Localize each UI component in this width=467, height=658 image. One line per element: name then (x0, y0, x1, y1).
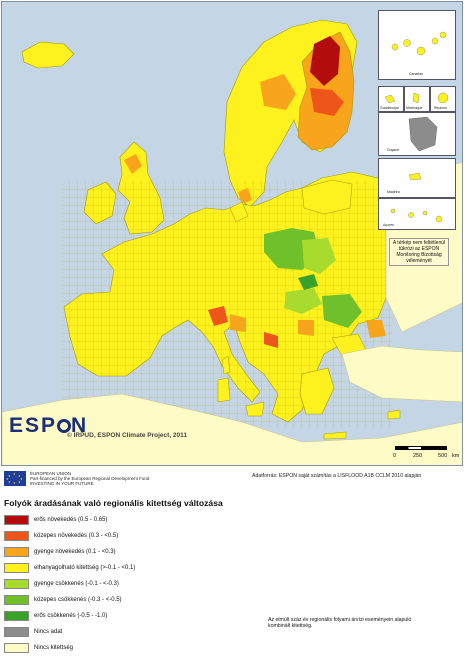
legend-item: közepes csökkenés (-0.3 - <-0.5) (4, 594, 122, 605)
legend-item: erős növekedés (0.5 - 0.65) (4, 514, 107, 525)
legend-label: Nincs adat (34, 628, 63, 635)
turkey (341, 345, 462, 403)
greece (299, 367, 335, 415)
legend-item: Nincs kitettség (4, 642, 73, 653)
inset-martinique: Martinique (404, 86, 430, 112)
crete (323, 431, 347, 440)
inset-label-martinique: Martinique (406, 106, 423, 110)
legend-label: Nincs kitettség (34, 644, 74, 651)
serbia-orange (298, 320, 314, 336)
romania-orange (366, 320, 386, 338)
eu-funding-text: EUROPEAN UNION Part-financed by the Euro… (30, 471, 149, 486)
legend-label: erős csökkenés (-0.5 - -1.0) (34, 612, 108, 619)
corsica (221, 355, 231, 375)
sweden-north-region (260, 74, 296, 110)
iceland (21, 41, 75, 69)
slovakia-green (298, 274, 318, 290)
legend-swatch (4, 626, 29, 637)
legend-swatch (4, 610, 29, 621)
legend-label: gyenge csökkenés (-0.1 - <-0.3) (34, 580, 119, 587)
inset-reunion: Réunion (430, 86, 456, 112)
inset-canarias: Canarias (378, 10, 456, 80)
map-disclaimer: A térkép nem feltétlenül tükrözi az ESPO… (389, 238, 449, 266)
scale-label-500: 500 (438, 453, 448, 459)
inset-label-reunion: Réunion (434, 106, 448, 110)
europe-map: Canarias Guadeloupe Martinique Réunion G… (1, 1, 463, 466)
lapland-region (310, 36, 340, 86)
north-africa (2, 393, 462, 465)
inset-label-guadeloupe: Guadeloupe (380, 106, 400, 110)
inset-acores: Açores (378, 198, 456, 230)
canarias-islands (391, 31, 447, 56)
eu-line-1: EUROPEAN UNION (30, 471, 72, 476)
inset-label-madeira: Madeira (387, 190, 400, 194)
legend-label: gyenge növekedés (0.1 - <0.3) (34, 548, 116, 555)
inset-label-acores: Açores (383, 223, 394, 227)
cyprus (387, 409, 401, 420)
legend-item: közepes növekedés (0.3 - <0.5) (4, 530, 118, 541)
legend-item: gyenge növekedés (0.1 - <0.3) (4, 546, 116, 557)
legend-label: közepes csökkenés (-0.3 - <-0.5) (34, 596, 122, 603)
legend-label: elhanyagolható kitettség (>-0.1 - <0.1) (34, 564, 136, 571)
inset-madeira: Madeira (378, 158, 456, 198)
inset-guadeloupe: Guadeloupe (378, 86, 404, 112)
scale-bar (395, 446, 447, 450)
legend-item: elhanyagolható kitettség (>-0.1 - <0.1) (4, 562, 135, 573)
norway-west-orange (238, 188, 252, 204)
legend-swatch (4, 578, 29, 589)
inset-label-guyane: Guyane (387, 148, 400, 152)
north-italy-orange (230, 314, 246, 332)
legend-swatch (4, 530, 29, 541)
eu-flag: ★ ★ ★ ★ ★ ★ ★ ★ (4, 471, 26, 486)
hungary-green (284, 288, 322, 314)
inset-label-canarias: Canarias (409, 72, 424, 76)
sicily (245, 401, 265, 417)
alpine-orange (208, 306, 228, 326)
legend-title: Folyók áradásának való regionális kitett… (4, 498, 223, 508)
eu-line-3: INVESTING IN YOUR FUTURE (30, 481, 94, 486)
scale-label-250: 250 (413, 453, 423, 459)
legend-label: közepes növekedés (0.3 - <0.5) (34, 532, 119, 539)
scale-unit: km (452, 453, 460, 459)
croatia-orange (264, 332, 278, 348)
legend-swatch (4, 546, 29, 557)
espon-logo: ESP N (9, 414, 89, 437)
romania-green (322, 294, 362, 328)
legend-swatch (4, 514, 29, 525)
denmark (229, 201, 249, 223)
sardinia (217, 377, 231, 403)
scotland-region (124, 154, 142, 174)
baltic-region (301, 179, 353, 215)
map-canvas (2, 19, 462, 465)
legend-item: gyenge csökkenés (-0.1 - <-0.3) (4, 578, 119, 589)
legend-item: erős csökkenés (-0.5 - -1.0) (4, 610, 107, 621)
legend-note: Az elmúlt száz év regionális folyami árv… (268, 617, 412, 629)
legend-item: Nincs adat (4, 626, 62, 637)
legend-swatch (4, 594, 29, 605)
legend-swatch (4, 642, 29, 653)
poland-east-green (302, 238, 336, 274)
data-source: Adatforrás: ESPON saját számítás a LISFL… (252, 473, 422, 479)
legend-swatch (4, 562, 29, 573)
eu-line-2: Part-financed by the European Regional D… (30, 476, 150, 481)
inset-guyane: Guyane (378, 112, 456, 156)
scale-label-0: 0 (393, 453, 397, 459)
legend-label: erős növekedés (0.5 - 0.65) (34, 516, 108, 523)
north-finland-region (310, 88, 344, 116)
map-copyright: © IRPUD, ESPON Climate Project, 2011 (67, 432, 188, 439)
